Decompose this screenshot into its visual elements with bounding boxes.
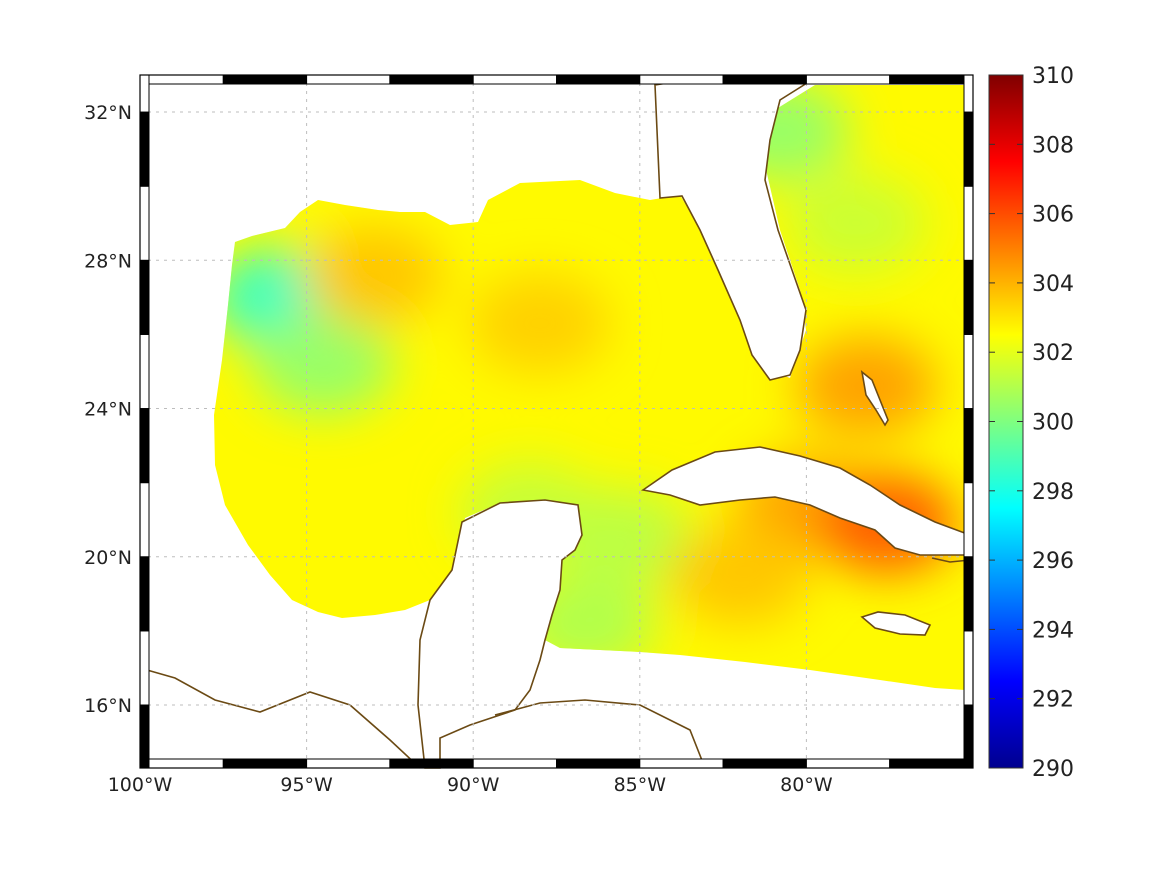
y-axis-labels: 32°N 28°N 24°N 20°N 16°N	[84, 102, 132, 717]
colorbar-tick-label: 294	[1032, 618, 1074, 643]
colorbar-tick-label: 302	[1032, 341, 1074, 366]
frame-border	[139, 74, 974, 769]
colorbar-tick-label: 304	[1032, 272, 1074, 297]
frame-segment	[139, 630, 150, 706]
colorbar-tick-label: 308	[1032, 133, 1074, 158]
hispaniola-coast	[931, 557, 971, 563]
frame-segment	[963, 185, 974, 261]
colorbar-tick-label: 310	[1032, 64, 1074, 89]
y-tick-label: 16°N	[84, 695, 132, 717]
frame-segment	[963, 630, 974, 706]
frame-segment	[139, 259, 150, 335]
andros-island	[860, 370, 889, 427]
frame-segment	[139, 482, 150, 558]
frame-segment	[139, 556, 150, 632]
jamaica	[860, 611, 932, 636]
x-tick-label: 80°W	[780, 774, 833, 796]
x-tick-label: 90°W	[447, 774, 500, 796]
frame-segment	[889, 758, 974, 769]
frame-segment	[306, 758, 391, 769]
frame-segment	[139, 704, 150, 769]
frame-segment	[472, 758, 558, 769]
colorbar-tick-label: 290	[1032, 757, 1074, 782]
yucatan-peninsula	[417, 499, 583, 769]
map-frame	[139, 74, 974, 769]
frame-segment	[639, 758, 724, 769]
frame-segment	[889, 74, 974, 85]
frame-segment	[139, 758, 224, 769]
field-anomaly	[253, 314, 394, 415]
frame-segment	[639, 74, 724, 85]
field-anomaly	[669, 525, 810, 626]
frame-segment	[722, 74, 807, 85]
frame-segment	[963, 408, 974, 484]
frame-segment	[139, 74, 150, 113]
frame-segment	[139, 111, 150, 187]
florida-peninsula	[654, 77, 818, 381]
colorbar-ticks: 310 308 306 304 302 300 298 296 294 292 290	[989, 64, 1074, 782]
frame-segment	[963, 704, 974, 769]
frame-segment	[139, 185, 150, 261]
y-tick-label: 24°N	[84, 399, 132, 421]
y-tick-label: 32°N	[84, 102, 132, 124]
frame-segment	[963, 556, 974, 632]
frame-segment	[805, 74, 891, 85]
frame-segment	[963, 482, 974, 558]
frame-segment	[306, 74, 391, 85]
x-axis-labels: 100°W 95°W 90°W 85°W 80°W	[108, 774, 833, 796]
frame-segment	[963, 259, 974, 335]
x-tick-label: 100°W	[108, 774, 173, 796]
frame-segment	[556, 74, 641, 85]
field-anomaly	[469, 273, 610, 374]
frame-segment	[963, 74, 974, 113]
colorbar-tick-label: 292	[1032, 688, 1074, 713]
frame-segment	[139, 408, 150, 484]
frame-segment	[222, 758, 308, 769]
frame-segment	[139, 74, 224, 85]
frame-segment	[139, 333, 150, 410]
frame-segment	[963, 333, 974, 410]
y-tick-label: 28°N	[84, 250, 132, 272]
frame-segment	[222, 74, 308, 85]
y-tick-label: 20°N	[84, 547, 132, 569]
frame-segment	[556, 758, 641, 769]
frame-segment	[472, 74, 558, 85]
x-tick-label: 85°W	[614, 774, 667, 796]
frame-segment	[722, 758, 807, 769]
colorbar-tick-label: 296	[1032, 549, 1074, 574]
x-tick-label: 95°W	[280, 774, 333, 796]
field-anomaly	[786, 173, 927, 274]
field-anomaly	[303, 225, 444, 326]
frame-segment	[389, 758, 474, 769]
colorbar-tick-label: 300	[1032, 411, 1074, 436]
central-america	[139, 667, 421, 769]
frame-segment	[805, 758, 891, 769]
frame-segment	[389, 74, 474, 85]
graticule	[140, 75, 973, 768]
frame-segment	[963, 111, 974, 187]
colorbar-tick-label: 306	[1032, 203, 1074, 228]
field-anomaly	[553, 488, 694, 589]
colorbar-tick-label: 298	[1032, 480, 1074, 505]
